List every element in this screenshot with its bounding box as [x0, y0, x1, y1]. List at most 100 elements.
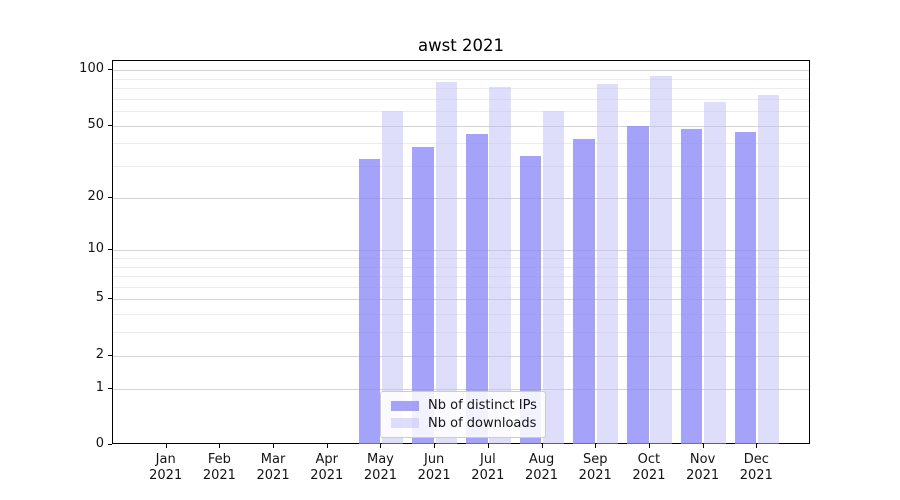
chart-title: awst 2021	[418, 36, 504, 55]
x-tick-year: 2021	[256, 468, 290, 483]
gridline-major	[113, 355, 809, 357]
x-tick-month: Mar	[260, 452, 286, 467]
x-tick-mark	[273, 444, 275, 448]
gridline-major	[113, 70, 809, 72]
x-tick-year: 2021	[471, 468, 505, 483]
gridline-minor	[113, 88, 809, 90]
x-tick-year: 2021	[363, 468, 397, 483]
gridline-minor	[113, 143, 809, 145]
x-tick-mark	[380, 444, 382, 448]
gridline-major	[113, 299, 809, 301]
y-tick-mark	[108, 387, 112, 389]
x-tick-label: Dec 2021	[724, 452, 788, 484]
x-tick-label: Jan 2021	[134, 452, 198, 484]
gridline-minor	[113, 314, 809, 316]
x-tick-label: Mar 2021	[241, 452, 305, 484]
x-tick-mark	[702, 444, 704, 448]
chart-bar-nb-of-distinct-ips-jun	[412, 147, 434, 444]
chart-bar-nb-of-distinct-ips-dec	[734, 132, 756, 444]
y-tick-mark	[108, 298, 112, 300]
x-tick-label: Apr 2021	[295, 452, 359, 484]
x-tick-month: Oct	[637, 452, 661, 467]
gridline-minor	[113, 286, 809, 288]
y-tick-mark	[108, 124, 112, 126]
x-tick-year: 2021	[686, 468, 720, 483]
x-tick-mark	[487, 444, 489, 448]
gridline-minor	[113, 98, 809, 100]
chart-bar-nb-of-downloads-sep	[596, 84, 619, 444]
x-tick-month: Aug	[528, 452, 555, 467]
gridline-minor	[113, 166, 809, 168]
x-tick-label: Jul 2021	[456, 452, 520, 484]
chart-bar-nb-of-distinct-ips-sep	[573, 139, 595, 444]
x-tick-month: May	[367, 452, 394, 467]
gridline-major	[113, 125, 809, 127]
chart-bar-nb-of-distinct-ips-may	[358, 158, 381, 444]
x-tick-label: Jun 2021	[402, 452, 466, 484]
x-tick-year: 2021	[739, 468, 773, 483]
gridline-major	[113, 388, 809, 390]
chart-bar-nb-of-downloads-dec	[757, 95, 780, 444]
x-tick-month: Jul	[480, 452, 496, 467]
x-tick-label: May 2021	[348, 452, 412, 484]
x-tick-label: Sep 2021	[563, 452, 627, 484]
chart-bar-nb-of-distinct-ips-oct	[627, 125, 649, 444]
chart-bar-nb-of-distinct-ips-jul	[466, 134, 488, 444]
y-tick-mark	[108, 196, 112, 198]
y-tick-label: 1	[95, 379, 104, 395]
chart-bar-nb-of-distinct-ips-nov	[680, 128, 703, 444]
y-tick-mark	[108, 444, 112, 445]
y-tick-label: 10	[87, 241, 104, 257]
chart-bar-nb-of-distinct-ips-aug	[519, 156, 542, 444]
x-tick-year: 2021	[149, 468, 183, 483]
y-tick-mark	[108, 249, 112, 251]
x-tick-label: Oct 2021	[617, 452, 681, 484]
x-tick-month: Dec	[743, 452, 769, 467]
legend-swatch-downloads	[391, 418, 419, 429]
legend-label-distinct-ips: Nb of distinct IPs	[428, 398, 537, 414]
gridline-minor	[113, 111, 809, 113]
legend-swatch-distinct-ips	[391, 400, 419, 411]
x-tick-label: Aug 2021	[510, 452, 574, 484]
x-tick-year: 2021	[578, 468, 612, 483]
gridline-minor	[113, 332, 809, 334]
x-tick-mark	[648, 444, 650, 448]
plot-area	[112, 60, 810, 444]
chart-bar-nb-of-downloads-oct	[650, 75, 672, 444]
x-tick-month: Sep	[582, 452, 608, 467]
y-tick-label: 5	[95, 290, 104, 306]
legend-item-distinct-ips: Nb of distinct IPs	[391, 398, 537, 414]
y-tick-label: 100	[79, 61, 104, 77]
x-tick-year: 2021	[632, 468, 666, 483]
x-tick-mark	[595, 444, 597, 448]
x-tick-mark	[165, 444, 167, 448]
x-tick-mark	[326, 444, 328, 448]
chart-bar-nb-of-downloads-jun	[435, 82, 458, 444]
x-tick-label: Feb 2021	[187, 452, 251, 484]
x-tick-month: Jun	[423, 452, 445, 467]
gridline-major	[113, 250, 809, 252]
x-tick-year: 2021	[202, 468, 236, 483]
y-tick-label: 20	[87, 188, 104, 204]
x-tick-year: 2021	[417, 468, 451, 483]
y-tick-label: 50	[87, 116, 104, 132]
x-tick-label: Nov 2021	[671, 452, 735, 484]
x-tick-mark	[219, 444, 221, 448]
y-tick-label: 0	[95, 436, 104, 451]
y-tick-mark	[108, 69, 112, 71]
legend-label-downloads: Nb of downloads	[428, 415, 537, 431]
gridline-minor	[113, 78, 809, 80]
x-tick-month: Jan	[155, 452, 176, 467]
gridline-minor	[113, 276, 809, 278]
x-tick-month: Feb	[207, 452, 231, 467]
chart-bar-nb-of-downloads-may	[381, 111, 404, 444]
x-tick-mark	[756, 444, 758, 448]
x-tick-year: 2021	[524, 468, 559, 483]
gridline-minor	[113, 257, 809, 259]
chart-bar-nb-of-downloads-nov	[704, 102, 726, 444]
x-tick-month: Nov	[689, 452, 716, 467]
x-tick-year: 2021	[310, 468, 344, 483]
gridline-major	[113, 197, 809, 199]
y-tick-label: 2	[95, 346, 104, 362]
